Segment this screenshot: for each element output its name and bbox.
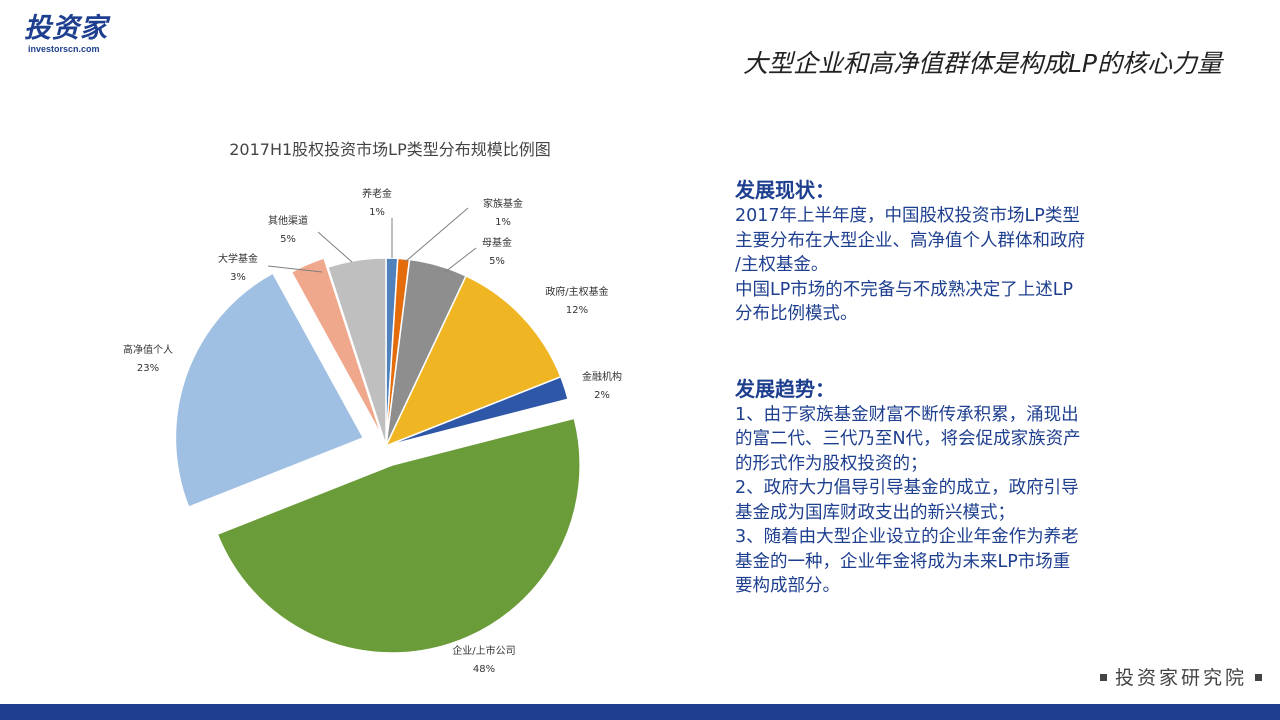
slice-label-name: 金融机构 [582, 370, 622, 383]
status-line: 中国LP市场的不完备与不成熟决定了上述LP [735, 279, 1074, 300]
leader-line [267, 265, 323, 273]
slice-label-name: 其他渠道 [268, 214, 308, 227]
slice-label-name: 政府/主权基金 [545, 285, 608, 298]
slice-label-value: 5% [489, 256, 505, 267]
brand-logo: 投资家 investorscn.com [24, 13, 124, 55]
pie-slice-6 [174, 272, 365, 509]
slice-label-value: 23% [137, 363, 159, 374]
slice-label-name: 企业/上市公司 [452, 644, 515, 657]
pie-slice-7 [290, 257, 383, 438]
leader-line [317, 231, 353, 263]
pie-slice-4 [385, 375, 570, 447]
logo-text: 投资家 [24, 13, 108, 44]
status-line: /主权基金。 [735, 255, 829, 275]
leader-line [444, 247, 477, 273]
slice-label-value: 12% [566, 305, 588, 316]
footer-brand-text: 投资家研究院 [1114, 667, 1247, 689]
slice-label-name: 高净值个人 [123, 343, 173, 356]
status-line: 分布比例模式。 [735, 304, 858, 324]
slice-label-name: 养老金 [362, 187, 392, 200]
logo-subtext: investorscn.com [28, 44, 100, 54]
footer-brand: 投资家研究院 [1092, 663, 1270, 690]
trend-line: 要构成部分。 [735, 576, 840, 596]
slide-title: 大型企业和高净值群体是构成LP的核心力量 [742, 49, 1222, 78]
trend-line: 基金的一种，企业年金将成为未来LP市场重 [735, 551, 1071, 572]
slice-label-value: 48% [473, 664, 495, 675]
trend-line: 3、随着由大型企业设立的企业年金作为养老 [735, 527, 1079, 547]
slice-label-value: 2% [594, 390, 610, 401]
trend-line: 基金成为国库财政支出的新兴模式； [735, 502, 1015, 523]
slice-label-value: 5% [280, 234, 296, 245]
slice-label-value: 3% [230, 272, 246, 283]
slice-label-name: 大学基金 [218, 252, 258, 265]
chart-title: 2017H1股权投资市场LP类型分布规模比例图 [229, 140, 551, 159]
slice-label-name: 家族基金 [483, 197, 523, 210]
status-heading: 发展现状： [735, 178, 835, 202]
pie-slice-3 [384, 274, 562, 448]
status-line: 2017年上半年度，中国股权投资市场LP类型 [735, 206, 1080, 226]
leader-line [404, 207, 469, 263]
slice-label-value: 1% [495, 217, 511, 228]
trend-line: 的形式作为股权投资的； [735, 453, 928, 474]
bottom-bar [0, 704, 1280, 720]
trend-line: 2、政府大力倡导引导基金的成立，政府引导 [735, 478, 1079, 498]
status-line: 主要分布在大型企业、高净值个人群体和政府 [735, 230, 1085, 251]
slice-label-value: 1% [369, 207, 385, 218]
pie-slice-5 [216, 417, 581, 654]
slice-label-name: 母基金 [482, 236, 512, 249]
trend-heading: 发展趋势： [735, 376, 835, 401]
square-icon [1255, 674, 1262, 681]
text-panel: 发展现状： 2017年上半年度，中国股权投资市场LP类型 主要分布在大型企业、高… [735, 176, 1165, 599]
trend-line: 的富二代、三代乃至N代，将会促成家族资产 [735, 429, 1081, 449]
trend-block: 发展趋势： 1、由于家族基金财富不断传承积累，涌现出 的富二代、三代乃至N代，将… [735, 375, 1165, 599]
trend-line: 1、由于家族基金财富不断传承积累，涌现出 [735, 404, 1079, 425]
pie-slice-8 [326, 257, 387, 447]
status-block: 发展现状： 2017年上半年度，中国股权投资市场LP类型 主要分布在大型企业、高… [735, 176, 1165, 327]
square-icon [1099, 674, 1107, 681]
